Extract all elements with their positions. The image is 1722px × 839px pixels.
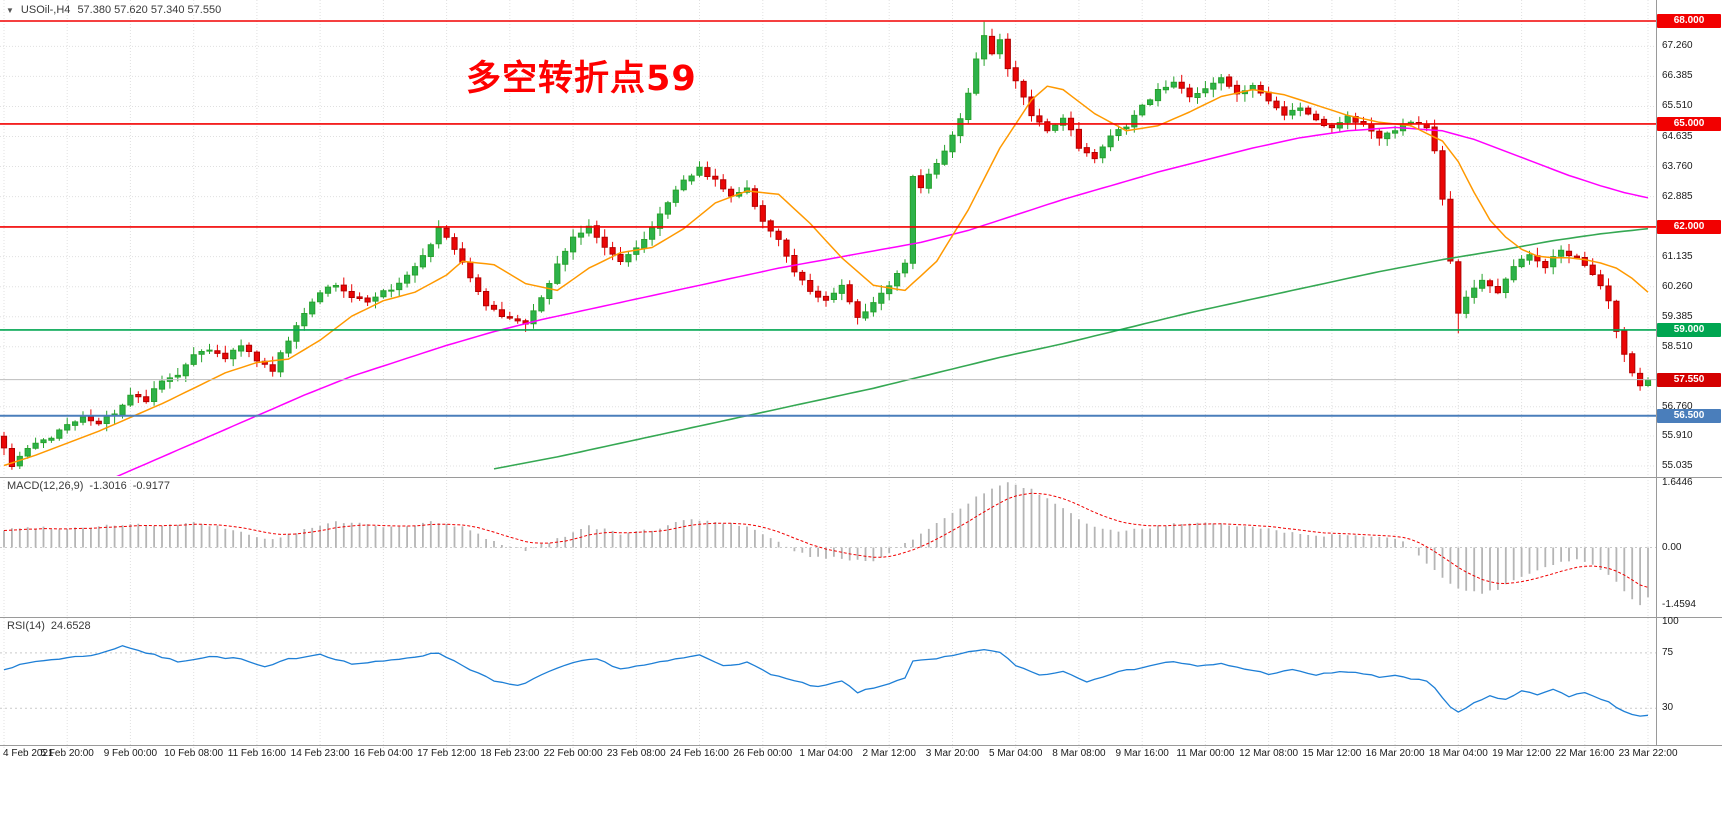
date-label: 10 Feb 08:00 xyxy=(164,748,224,759)
price-tick-label: 63.760 xyxy=(1662,160,1693,172)
time-axis-separator xyxy=(0,745,1722,746)
date-label: 23 Mar 22:00 xyxy=(1618,748,1678,759)
price-badge-59.000: 59.000 xyxy=(1657,322,1721,337)
price-axis-border xyxy=(1656,0,1657,745)
date-label: 18 Mar 04:00 xyxy=(1428,748,1488,759)
date-label: 22 Feb 00:00 xyxy=(543,748,603,759)
price-tick-label: 65.510 xyxy=(1662,100,1693,112)
chart-canvas[interactable] xyxy=(0,0,1722,761)
horizontal-gridlines xyxy=(0,45,1656,467)
rsi-pane xyxy=(3,645,1649,717)
price-tick-label: 59.385 xyxy=(1662,310,1693,322)
ma-slow-green-line xyxy=(493,227,1649,470)
chart-header: ▼ USOil-,H4 57.380 57.620 57.340 57.550 xyxy=(6,4,221,16)
price-tick-label: 61.135 xyxy=(1662,250,1693,262)
date-label: 5 Mar 04:00 xyxy=(989,748,1043,759)
date-label: 24 Feb 16:00 xyxy=(670,748,729,759)
macd-name: MACD(12,26,9) xyxy=(7,480,84,492)
price-badge-56.500: 56.500 xyxy=(1657,408,1721,423)
price-pane xyxy=(0,21,1652,476)
date-label: 16 Mar 20:00 xyxy=(1365,748,1425,759)
date-label: 23 Feb 08:00 xyxy=(606,748,666,759)
macd-indicator-label: MACD(12,26,9) -1.3016 -0.9177 xyxy=(7,480,170,492)
date-label: 11 Feb 16:00 xyxy=(227,748,286,759)
rsi-scale-label: 100 xyxy=(1662,616,1679,628)
date-label: 4 Feb 2021 xyxy=(3,748,54,759)
bear-candle-bodies xyxy=(0,35,1644,467)
price-tick-label: 64.635 xyxy=(1662,130,1693,142)
price-tick-label: 55.035 xyxy=(1662,460,1693,471)
rsi-scale-label: 75 xyxy=(1662,646,1674,658)
date-label: 5 Feb 20:00 xyxy=(40,748,94,759)
price-tick-label: 66.385 xyxy=(1662,70,1693,82)
date-label: 9 Mar 16:00 xyxy=(1115,748,1169,759)
date-label: 14 Feb 23:00 xyxy=(290,748,350,759)
date-label: 17 Feb 12:00 xyxy=(417,748,477,759)
date-label: 19 Mar 12:00 xyxy=(1492,748,1552,759)
ohlc-readout: 57.380 57.620 57.340 57.550 xyxy=(77,4,222,16)
price-tick-label: 67.260 xyxy=(1662,40,1693,52)
date-label: 1 Mar 04:00 xyxy=(799,748,853,759)
date-label: 18 Feb 23:00 xyxy=(480,748,540,759)
vertical-gridlines xyxy=(3,0,1649,749)
rsi-value: 24.6528 xyxy=(50,620,91,632)
date-label: 15 Mar 12:00 xyxy=(1302,748,1362,759)
bull-candle-bodies xyxy=(16,35,1652,467)
pane-separator-rsi[interactable] xyxy=(0,617,1722,618)
price-badge-62.000: 62.000 xyxy=(1657,219,1721,234)
date-label: 11 Mar 00:00 xyxy=(1176,748,1235,759)
macd-signal-value: -0.9177 xyxy=(132,480,171,492)
symbol-dropdown-icon[interactable]: ▼ xyxy=(6,5,14,15)
rsi-name: RSI(14) xyxy=(7,620,45,632)
price-badge-65.000: 65.000 xyxy=(1657,116,1721,131)
date-label: 12 Mar 08:00 xyxy=(1239,748,1299,759)
rsi-indicator-label: RSI(14) 24.6528 xyxy=(7,620,91,632)
date-label: 9 Feb 00:00 xyxy=(103,748,158,759)
price-badge-68.000: 68.000 xyxy=(1657,14,1721,28)
ma-mid-magenta-line xyxy=(116,126,1649,476)
chart-annotation-text: 多空转折点59 xyxy=(466,59,697,99)
bull-candle-wicks xyxy=(19,21,1649,469)
symbol-title: USOil-,H4 xyxy=(20,4,71,16)
macd-scale-label: -1.4594 xyxy=(1662,598,1696,610)
price-tick-label: 62.885 xyxy=(1662,190,1693,202)
date-label: 16 Feb 04:00 xyxy=(353,748,413,759)
date-label: 8 Mar 08:00 xyxy=(1052,748,1106,759)
price-badge-57.550: 57.550 xyxy=(1657,372,1721,387)
price-tick-label: 58.510 xyxy=(1662,340,1693,352)
date-label: 2 Mar 12:00 xyxy=(862,748,916,759)
rsi-scale-label: 30 xyxy=(1662,702,1674,714)
macd-scale-label: 0.00 xyxy=(1662,541,1682,553)
rsi-line xyxy=(3,645,1649,717)
pane-separator-macd[interactable] xyxy=(0,477,1722,478)
date-label: 3 Mar 20:00 xyxy=(925,748,980,759)
ma-fast-orange-line xyxy=(3,85,1649,467)
macd-pane xyxy=(3,482,1649,606)
date-label: 26 Feb 00:00 xyxy=(733,748,793,759)
price-tick-label: 55.910 xyxy=(1662,429,1693,441)
macd-scale-label: 1.6446 xyxy=(1662,477,1693,489)
price-tick-label: 56.760 xyxy=(1662,400,1693,412)
macd-signal-line xyxy=(3,492,1649,588)
macd-histogram xyxy=(3,482,1649,606)
price-tick-label: 60.260 xyxy=(1662,280,1693,292)
date-label: 22 Mar 16:00 xyxy=(1555,748,1615,759)
macd-main-value: -1.3016 xyxy=(89,480,127,492)
rsi-level-lines xyxy=(0,652,1656,709)
